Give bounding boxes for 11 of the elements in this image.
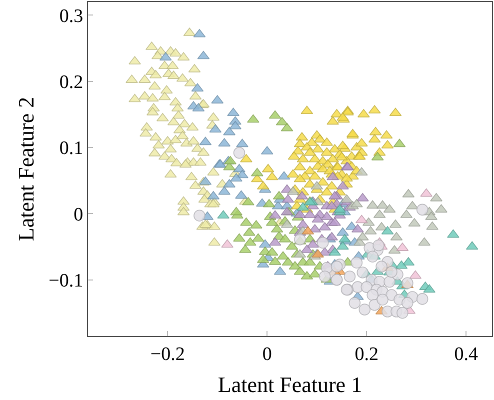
y-tick-label: 0.1 bbox=[59, 138, 84, 160]
x-tick-label: 0 bbox=[262, 344, 272, 365]
x-axis-title: Latent Feature 1 bbox=[218, 372, 362, 397]
x-tick-label: 0.2 bbox=[354, 344, 378, 365]
y-tick-label: 0 bbox=[74, 204, 84, 226]
y-tick-label: −0.1 bbox=[48, 270, 84, 292]
y-axis-title: Latent Feature 2 bbox=[13, 96, 38, 242]
x-tick-label: 0.4 bbox=[454, 344, 479, 365]
y-tick-label: 0.3 bbox=[59, 6, 84, 27]
x-tick-label: −0.2 bbox=[150, 344, 185, 365]
y-tick-label: 0.2 bbox=[59, 72, 84, 94]
